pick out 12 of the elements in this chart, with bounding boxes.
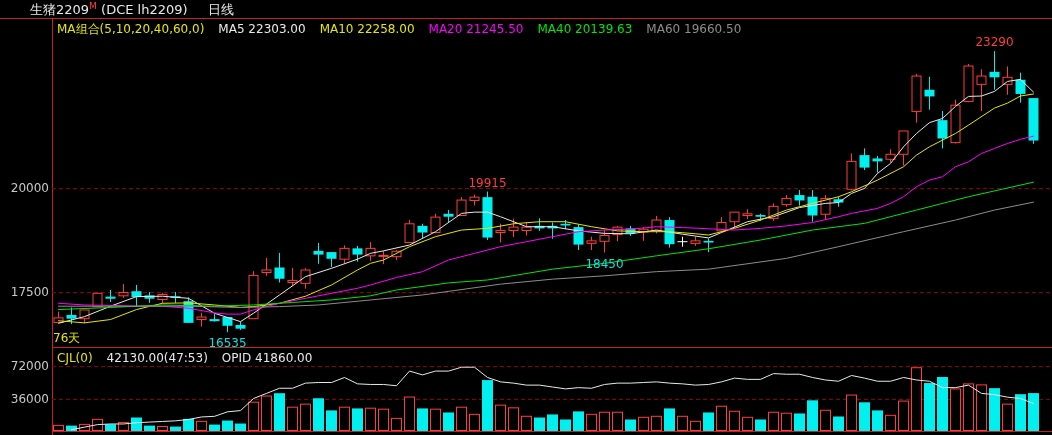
chart-title: 生猪2209$^{M}$ (DCE lh2209) [30, 1, 188, 17]
y-tick-label: 72000 [10, 359, 49, 374]
annotation: 76天 [53, 331, 81, 345]
y-tick-label: 17500 [10, 285, 49, 300]
legend: MA组合(5,10,20,40,60,0) MA5 22303.00 MA10 22258.00 MA20 21245.50 MA40 20139.63 MA60 19660.50 [57, 22, 742, 36]
legend: CJL(0) 42130.00(47:53) OPID 41860.00 [57, 351, 313, 365]
chart-subtitle: 日线 [207, 2, 234, 17]
annotation: 16535 [208, 336, 247, 351]
y-tick-label: 36000 [10, 391, 49, 406]
annotation: 19915 [468, 175, 507, 190]
y-tick-label: 20000 [10, 180, 49, 195]
annotation: 23290 [975, 35, 1014, 50]
